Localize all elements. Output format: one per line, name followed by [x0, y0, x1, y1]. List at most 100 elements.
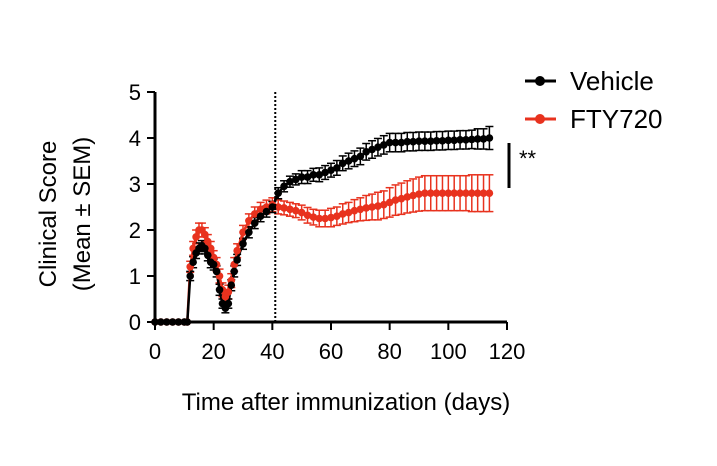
fty720-data-point [426, 189, 435, 197]
vehicle-data-point [438, 136, 447, 145]
fty720-data-point [409, 191, 417, 200]
vehicle-data-point [368, 145, 376, 154]
vehicle-data-point [212, 267, 221, 276]
fty720-data-point [450, 189, 459, 197]
vehicle-data-point [350, 154, 359, 163]
fty720-data-point [256, 205, 265, 214]
vehicle-data-point [201, 244, 209, 253]
legend-vehicle-marker [535, 76, 545, 86]
fty720-data-point [327, 213, 335, 222]
fty720-data-point [303, 211, 312, 220]
fty720-data-point [239, 228, 247, 237]
fty720-data-point [206, 244, 215, 253]
vehicle-data-point [215, 286, 224, 294]
fty720-data-point [315, 214, 324, 223]
vehicle-data-point [385, 138, 394, 147]
fty720-data-point [468, 189, 476, 197]
vehicle-data-point [409, 137, 417, 146]
legend-fty720-label: FTY720 [570, 104, 663, 134]
y-ticks-layer: 0 1 2 3 4 5 [129, 80, 155, 335]
vehicle-data-point [286, 177, 294, 186]
vehicle-data-point [432, 136, 441, 145]
fty720-data-point [380, 200, 388, 209]
fty720-data-point [309, 213, 318, 221]
vehicle-data-point [186, 272, 194, 280]
vehicle-data-point [333, 164, 341, 172]
fty720-data-point [485, 189, 494, 197]
x-axis-title: Time after immunization (days) [182, 389, 511, 416]
y-tick-label: 0 [129, 310, 141, 335]
vehicle-data-point [245, 228, 253, 237]
vehicle-data-point [239, 240, 247, 248]
y-axis-title-group: Clinical Score (Mean ± SEM) [35, 137, 96, 292]
vehicle-data-point [380, 141, 388, 149]
vehicle-data-point [233, 256, 241, 264]
vehicle-data-point [415, 137, 423, 146]
vehicle-data-point [426, 137, 435, 146]
data-points-layer [151, 134, 494, 326]
vehicle-data-point [468, 135, 476, 144]
fty720-data-point [438, 189, 447, 197]
fty720-data-point [473, 189, 482, 197]
vehicle-data-point [473, 135, 482, 143]
vehicle-data-point [374, 143, 382, 151]
vehicle-data-point [479, 135, 488, 143]
fty720-data-point [321, 214, 329, 223]
fty720-data-point [192, 233, 200, 241]
x-tick-label: 0 [149, 339, 161, 364]
fty720-data-point [338, 210, 347, 218]
fty720-data-point [385, 198, 394, 207]
y-tick-label: 2 [129, 218, 141, 243]
vehicle-data-point [292, 175, 300, 184]
y-tick-label: 3 [129, 172, 141, 197]
fty720-data-point [479, 189, 488, 197]
y-axis-title-line2: (Mean ± SEM) [69, 137, 96, 292]
vehicle-data-point [338, 159, 347, 168]
legend: Vehicle FTY720 [525, 66, 663, 134]
fty720-data-point [462, 189, 470, 197]
fty720-data-point [245, 217, 253, 225]
fty720-data-point [403, 193, 412, 201]
fty720-data-point [233, 246, 241, 255]
legend-vehicle-label: Vehicle [570, 66, 654, 96]
y-tick-label: 5 [129, 80, 141, 105]
vehicle-data-point [450, 136, 459, 145]
vehicle-data-point [209, 260, 218, 269]
vehicle-data-point [227, 281, 236, 290]
fty720-data-point [368, 203, 376, 211]
x-tick-label: 40 [260, 339, 284, 364]
fty720-data-point [444, 189, 453, 197]
vehicle-data-point [456, 136, 464, 144]
fty720-data-point [415, 190, 423, 198]
fty720-data-point [250, 210, 259, 218]
vehicle-data-point [274, 189, 283, 197]
fty720-data-point [274, 203, 283, 211]
vehicle-data-point [356, 152, 365, 161]
vehicle-data-point [204, 251, 212, 260]
x-tick-label: 100 [430, 339, 467, 364]
fty720-data-point [432, 189, 441, 197]
vehicle-data-point [230, 267, 238, 276]
fty720-data-point [201, 230, 209, 239]
y-axis-title-line1: Clinical Score [35, 141, 62, 288]
vehicle-data-point [268, 203, 277, 211]
significance-label: ** [519, 146, 537, 171]
fty720-data-point [224, 288, 233, 296]
fty720-data-point [286, 205, 294, 214]
x-tick-label: 60 [319, 339, 343, 364]
x-ticks-layer: 0 20 40 60 80 100 120 [149, 322, 525, 364]
vehicle-data-point [262, 207, 271, 216]
vehicle-data-point [280, 182, 288, 191]
fty720-data-point [204, 237, 212, 246]
vehicle-data-point [315, 171, 324, 179]
fty720-data-point [421, 189, 429, 197]
fty720-data-point [333, 212, 341, 220]
vehicle-data-point [309, 171, 318, 179]
vehicle-data-point [391, 138, 400, 147]
fty720-data-point [391, 196, 400, 204]
fty720-data-point [356, 205, 365, 214]
x-tick-label: 120 [489, 339, 526, 364]
vehicle-data-point [403, 137, 412, 146]
vehicle-data-point [303, 173, 312, 181]
fty720-data-point [374, 202, 382, 210]
